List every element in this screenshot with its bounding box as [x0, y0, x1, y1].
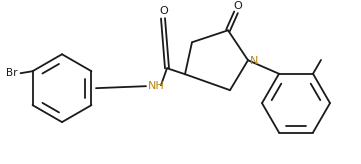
Text: NH: NH — [148, 81, 165, 91]
Text: Br: Br — [6, 68, 18, 78]
Text: O: O — [160, 6, 168, 16]
Text: O: O — [234, 1, 242, 11]
Text: N: N — [250, 56, 258, 66]
